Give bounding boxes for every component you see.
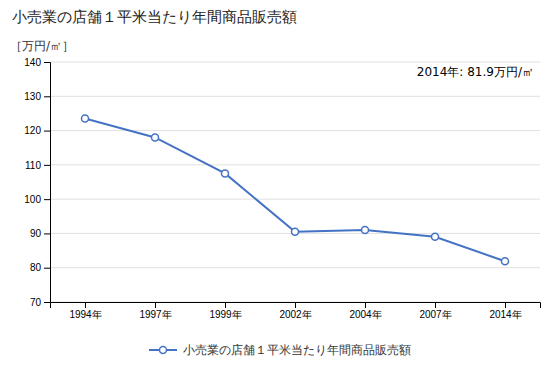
x-tick: 2007年 <box>419 302 451 320</box>
y-tick: 70 <box>30 297 50 308</box>
y-tick: 110 <box>25 160 50 171</box>
y-tick-mark <box>44 62 50 63</box>
chart: 小売業の店舗１平米当たり年間商品販売額 70 80 90 100 110 120 130 140… <box>0 0 560 366</box>
legend: 小売業の店舗１平米当たり年間商品販売額 <box>149 343 411 357</box>
x-tick-label: 2002年 <box>279 309 311 320</box>
legend-item: 小売業の店舗１平米当たり年間商品販売額 <box>149 343 411 357</box>
grid-line <box>50 62 540 63</box>
y-tick: 90 <box>30 228 50 239</box>
x-tick-label: 1999年 <box>209 309 241 320</box>
grid-line <box>50 96 540 97</box>
point <box>82 115 89 122</box>
y-tick-label: 90 <box>30 228 42 239</box>
markers <box>82 115 509 265</box>
x-tick-label: 2004年 <box>349 309 381 320</box>
title: 小売業の店舗１平米当たり年間商品販売額 <box>12 8 297 26</box>
y-tick: 100 <box>24 194 50 205</box>
x-tick-mark <box>505 302 506 308</box>
y-tick: 80 <box>30 262 50 273</box>
x-tick-label: 1994年 <box>69 309 101 320</box>
y-label: ［万円/㎡］ <box>10 39 74 53</box>
y-tick-mark <box>44 131 50 132</box>
y-tick: 120 <box>24 125 50 136</box>
x-tick-mark <box>435 302 436 308</box>
y-tick: 140 <box>24 57 50 68</box>
point <box>432 233 439 240</box>
x-tick-label: 2014年 <box>489 309 521 320</box>
x-tick-label: 2007年 <box>419 309 451 320</box>
x-tick: 2004年 <box>349 302 381 320</box>
grid-line <box>50 130 540 131</box>
point <box>292 228 299 235</box>
y-tick-mark <box>44 165 50 166</box>
y-tick-mark <box>44 302 50 303</box>
x-tick-mark <box>365 302 366 308</box>
x-axis-line <box>51 303 541 309</box>
x-tick: 1994年 <box>69 302 101 320</box>
x-tick: 2014年 <box>489 302 521 320</box>
x-tick: 1999年 <box>209 302 241 320</box>
y-tick-label: 120 <box>24 125 41 136</box>
x-tick-mark <box>295 302 296 308</box>
point <box>502 258 509 265</box>
x-tick: 2002年 <box>279 302 311 320</box>
grid <box>50 62 540 302</box>
grid-line <box>50 164 540 165</box>
marks <box>82 115 509 265</box>
annotation: 2014年: 81.9万円/㎡ <box>417 65 534 79</box>
line <box>85 119 505 262</box>
point <box>152 134 159 141</box>
y-tick-mark <box>44 199 50 200</box>
legend-marker <box>160 347 167 354</box>
y-tick-label: 140 <box>24 57 41 68</box>
y-tick-mark <box>44 268 50 269</box>
point <box>222 170 229 177</box>
legend-label: 小売業の店舗１平米当たり年間商品販売額 <box>183 343 411 357</box>
x-tick: 1997年 <box>139 302 171 320</box>
x-tick-label: 1997年 <box>139 309 171 320</box>
x-axis: 1994年 1997年 1999年 2002年 2004年 2007年 2014年 <box>51 302 541 320</box>
y-tick-label: 100 <box>24 194 41 205</box>
y-axis-line <box>44 63 51 303</box>
y-axis: 70 80 90 100 110 120 130 140 <box>24 57 50 308</box>
y-tick-label: 130 <box>24 91 41 102</box>
x-tick-mark <box>85 302 86 308</box>
y-tick-label: 110 <box>25 160 41 171</box>
grid-line <box>50 199 540 200</box>
y-tick: 130 <box>24 91 50 102</box>
point <box>362 227 369 234</box>
y-tick-label: 70 <box>30 297 42 308</box>
x-tick-mark <box>155 302 156 308</box>
y-tick-mark <box>44 233 50 234</box>
grid-line <box>50 267 540 268</box>
y-tick-mark <box>44 96 50 97</box>
plot: 70 80 90 100 110 120 130 140 1994年 1997年 1999年 2002… <box>24 57 540 320</box>
y-tick-label: 80 <box>30 262 42 273</box>
x-tick-mark <box>225 302 226 308</box>
